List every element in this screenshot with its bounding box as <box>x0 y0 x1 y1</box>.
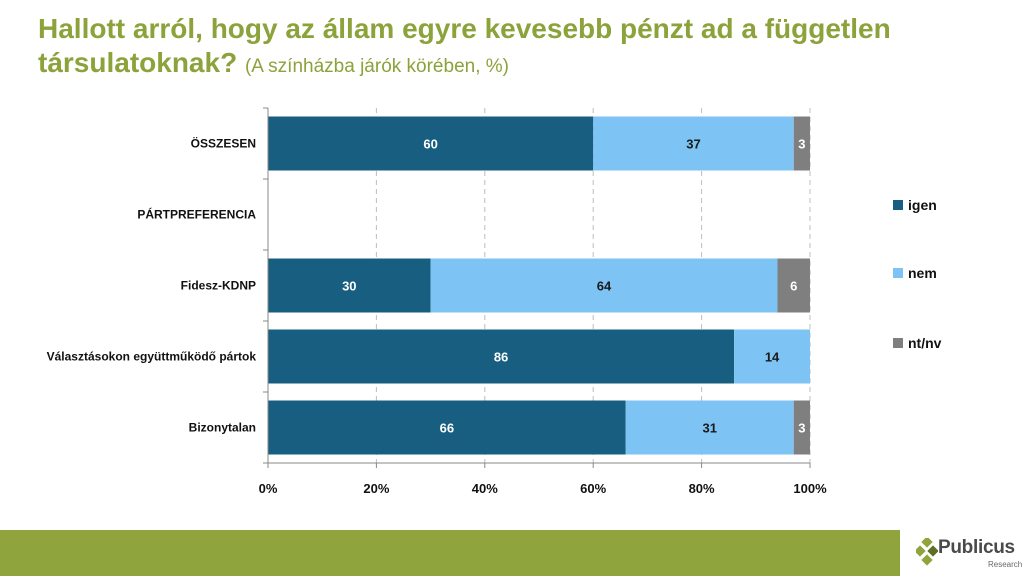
data-label: 6 <box>790 279 797 294</box>
bar-igen <box>268 400 626 455</box>
category-label: PÁRTPREFERENCIA <box>137 207 256 222</box>
legend-swatch-igen <box>893 200 903 210</box>
bar-nem <box>625 400 794 455</box>
category-label: Választásokon együttműködő pártok <box>47 350 257 364</box>
chart-title-main: Hallott arról, hogy az állam egyre keves… <box>38 13 891 78</box>
x-tick-label: 0% <box>259 481 278 496</box>
bar-igen <box>268 329 735 384</box>
bar-ntnv <box>777 258 810 313</box>
category-label: Bizonytalan <box>189 421 256 435</box>
x-tick-label: 40% <box>472 481 498 496</box>
bar-ntnv <box>793 400 810 455</box>
legend-label: nt/nv <box>908 335 942 351</box>
chart-subtitle: (A színházba járók körében, %) <box>244 56 509 77</box>
data-label: 66 <box>440 421 454 436</box>
x-tick-label: 60% <box>580 481 606 496</box>
x-tick-label: 20% <box>363 481 389 496</box>
bar-nem <box>593 116 794 171</box>
logo-diamond-icon <box>916 538 938 566</box>
data-label: 3 <box>798 137 805 152</box>
data-label: 31 <box>702 421 716 436</box>
data-label: 37 <box>686 137 700 152</box>
data-label: 64 <box>597 279 612 294</box>
category-label: ÖSSZESEN <box>191 136 256 151</box>
data-label: 3 <box>798 421 805 436</box>
bar-ntnv <box>793 116 810 171</box>
footer-green-band <box>0 530 900 576</box>
data-label: 30 <box>342 279 356 294</box>
data-label: 86 <box>494 350 508 365</box>
category-label: Fidesz-KDNP <box>181 279 256 293</box>
x-tick-label: 100% <box>793 481 827 496</box>
data-label: 14 <box>765 350 780 365</box>
legend-label: igen <box>908 197 937 213</box>
x-tick-label: 80% <box>689 481 715 496</box>
legend-swatch-nem <box>893 268 903 278</box>
stacked-bar-chart: 60 37 3 ÖSSZESEN PÁRTPREFERENCIA 30 64 6 Fidesz-… <box>47 107 942 496</box>
bar-nem <box>734 329 810 384</box>
logo-name: Publicus <box>938 537 1015 558</box>
chart-title: Hallott arról, hogy az állam egyre keves… <box>38 12 998 84</box>
legend-swatch-ntnv <box>893 338 903 348</box>
bar-nem <box>430 258 778 313</box>
legend-label: nem <box>908 265 937 281</box>
bar-igen <box>268 116 594 171</box>
bar-igen <box>268 258 431 313</box>
footer-bar <box>0 530 1024 576</box>
logo-subtitle: Research <box>988 560 1023 569</box>
data-label: 60 <box>423 137 437 152</box>
publicus-logo: Publicus Research <box>916 534 1024 574</box>
